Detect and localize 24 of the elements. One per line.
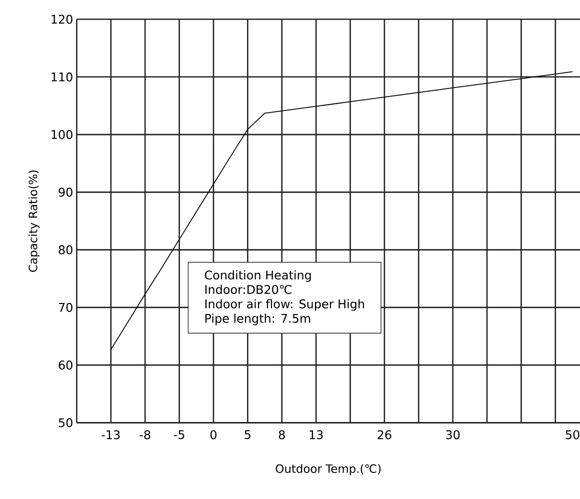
y-tick-label: 60 — [58, 360, 72, 370]
x-tick-label: 50 — [566, 430, 580, 440]
x-tick-label: 8 — [278, 430, 285, 440]
annotation: Indoor air flow: Super High — [205, 299, 364, 311]
x-tick-label: -13 — [102, 430, 120, 440]
x-tick-label: 26 — [378, 430, 392, 440]
x-tick-label: 5 — [244, 430, 250, 440]
x-axis-title: Outdoor Temp.(℃) — [276, 464, 381, 476]
y-tick-label: 120 — [52, 14, 72, 24]
y-tick-label: 90 — [58, 188, 72, 197]
annotation: Condition Heating — [204, 270, 311, 282]
y-tick-label: 100 — [52, 130, 72, 140]
x-tick-label: 13 — [310, 430, 323, 440]
annotation: Pipe length: 7.5m — [205, 314, 310, 326]
y-tick-label: 110 — [52, 72, 72, 82]
x-tick-label: -5 — [174, 430, 184, 440]
y-tick-label: 70 — [58, 302, 72, 312]
x-tick-label: 0 — [210, 430, 216, 440]
x-tick-label: 30 — [446, 430, 460, 440]
y-axis-title: Capacity Ratio(%) — [28, 170, 40, 272]
x-tick-label: -8 — [140, 430, 150, 440]
annotation: Indoor:DB20℃ — [205, 284, 292, 294]
y-tick-label: 80 — [58, 245, 72, 254]
y-tick-label: 50 — [58, 418, 72, 428]
